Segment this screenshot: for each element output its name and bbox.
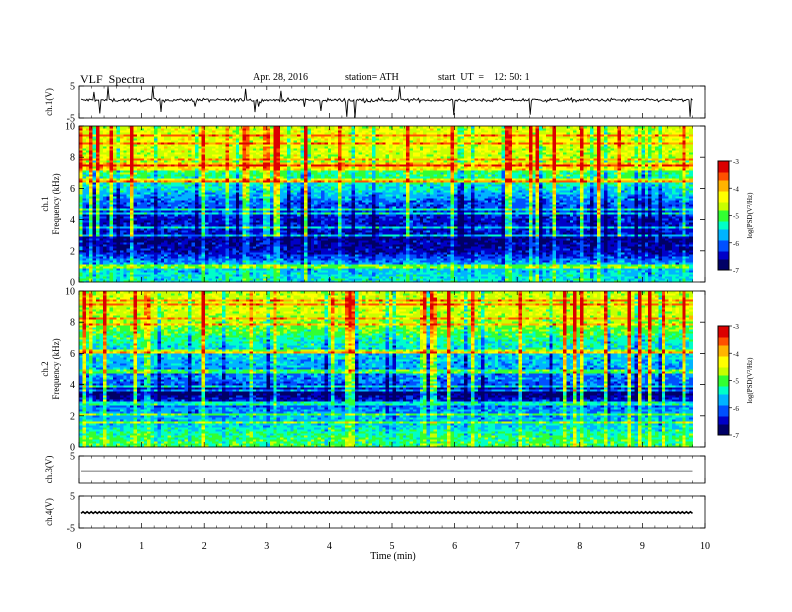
ylabel-frequency: Frequency (kHz) xyxy=(51,338,61,399)
y-tick-label: 8 xyxy=(70,318,75,329)
x-tick-label: 3 xyxy=(264,541,269,552)
colorbar-tick-label: -3 xyxy=(733,158,739,166)
y-tick-label: 4 xyxy=(70,380,75,391)
colorbar-ch2 xyxy=(718,326,729,435)
ch1-waveform-line xyxy=(81,86,693,117)
ch1-spectrogram-image xyxy=(79,126,693,282)
x-tick-label: 8 xyxy=(577,541,582,552)
y-tick-label: 5 xyxy=(70,82,75,93)
ylabel-ch1-waveform: ch.1(V) xyxy=(44,88,54,116)
x-tick-label: 2 xyxy=(202,541,207,552)
colorbar-tick-label: -7 xyxy=(733,267,739,275)
y-tick-label: 2 xyxy=(70,411,75,422)
y-tick-label: 5 xyxy=(70,492,75,503)
colorbar-tick-label: -7 xyxy=(733,432,739,440)
y-tick-label: -5 xyxy=(67,524,75,535)
x-axis-label: Time (min) xyxy=(370,551,415,562)
colorbar-tick-label: -6 xyxy=(733,405,739,413)
y-tick-label: 6 xyxy=(70,184,75,195)
x-tick-label: 4 xyxy=(327,541,332,552)
colorbar-tick-label: -4 xyxy=(733,185,739,193)
ch4-waveform-line xyxy=(81,512,693,514)
y-tick-label: 10 xyxy=(65,122,75,133)
colorbar-label: log(PSD(V²/Hz) xyxy=(746,192,754,239)
ylabel-ch2-spectrogram: ch.2 xyxy=(40,361,50,376)
ylabel-ch1-spectrogram: ch.1 xyxy=(40,196,50,211)
y-tick-label: 2 xyxy=(70,246,75,257)
colorbar-label: log(PSD(V²/Hz) xyxy=(746,357,754,404)
ch2-spectrogram-image xyxy=(79,291,693,447)
y-tick-label: 6 xyxy=(70,349,75,360)
x-tick-label: 1 xyxy=(139,541,144,552)
y-tick-label: 10 xyxy=(65,287,75,298)
ylabel-ch3-waveform: ch.3(V) xyxy=(44,456,54,484)
x-tick-label: 9 xyxy=(640,541,645,552)
x-tick-label: 7 xyxy=(515,541,520,552)
colorbar-tick-label: -5 xyxy=(733,213,739,221)
y-tick-label: 8 xyxy=(70,153,75,164)
y-tick-label: 5 xyxy=(70,452,75,463)
colorbar-ch1 xyxy=(718,161,729,270)
x-tick-label: 0 xyxy=(77,541,82,552)
ylabel-frequency: Frequency (kHz) xyxy=(51,173,61,234)
y-tick-label: 4 xyxy=(70,215,75,226)
colorbar-tick-label: -4 xyxy=(733,350,739,358)
ylabel-ch4-waveform: ch.4(V) xyxy=(44,498,54,526)
colorbar-tick-label: -3 xyxy=(733,323,739,331)
colorbar-tick-label: -5 xyxy=(733,378,739,386)
x-tick-label: 6 xyxy=(452,541,457,552)
vlf-figure: 5 -5 ch.1(V) -3 -4 -5 -6 -7 log(PSD(V²/Hz) 0 2 4 6 8 1… xyxy=(0,0,792,612)
x-tick-label: 10 xyxy=(700,541,710,552)
colorbar-tick-label: -6 xyxy=(733,240,739,248)
